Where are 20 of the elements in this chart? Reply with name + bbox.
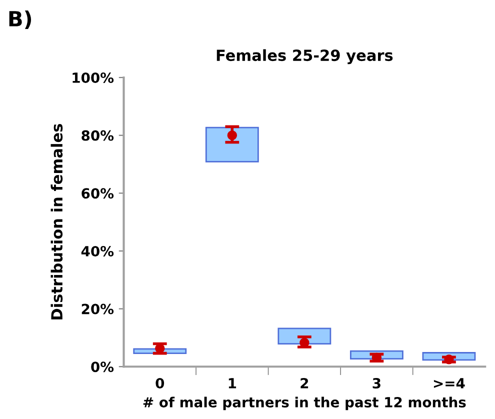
y-tick-label: 100% <box>72 72 114 83</box>
point <box>300 338 310 348</box>
point <box>155 344 165 354</box>
y-tick-label: 0% <box>91 362 114 372</box>
y-axis-title: Distribution in females <box>50 124 63 320</box>
bar <box>205 126 259 162</box>
y-tick-label: 60% <box>82 188 114 199</box>
x-tick-label: 0 <box>156 378 164 388</box>
x-tick-label: 1 <box>228 378 236 388</box>
y-tick-label: 40% <box>81 246 114 256</box>
text: B) <box>9 10 32 30</box>
chart-title: Females 25-29 years <box>216 49 393 64</box>
point <box>227 130 238 140</box>
x-tick-label: 2 <box>300 378 308 388</box>
x-tick-label: 3 <box>372 378 380 388</box>
x-axis-title: # of male partners in the past 12 months <box>143 396 466 410</box>
y-tick-label: 20% <box>82 304 114 314</box>
point <box>444 354 454 364</box>
x-tick-label: >=4 <box>434 378 465 388</box>
y-tick-label: 80% <box>82 130 114 141</box>
